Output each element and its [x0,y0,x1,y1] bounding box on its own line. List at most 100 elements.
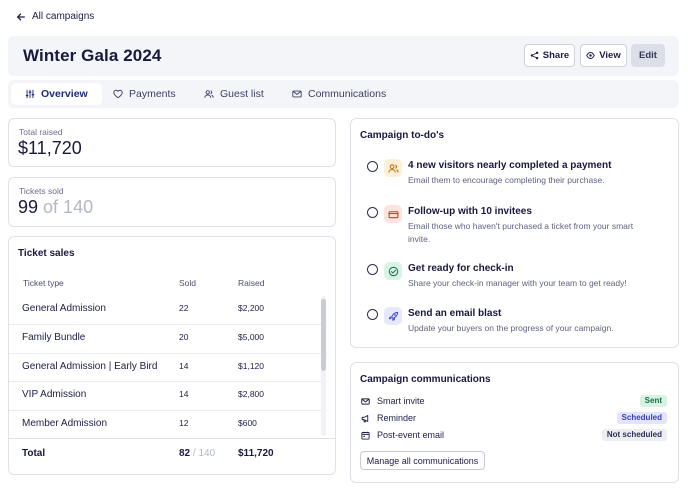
sold-cell: 22 [179,303,189,313]
communication-item[interactable]: Smart invite Sent [361,395,667,409]
todo-item[interactable]: Get ready for check-in Share your check-… [367,262,667,302]
tab-communications-label: Communications [308,88,387,100]
tab-overview[interactable]: Overview [11,83,102,105]
tab-payments-label: Payments [129,88,176,100]
eye-icon [586,52,596,59]
todo-description: Share your check-in manager with your te… [408,278,627,288]
ticket-type-cell: General Admission [22,303,106,314]
mail-icon [361,398,370,405]
ticket-type-cell: Family Bundle [22,332,86,343]
tab-guest-list-label: Guest list [220,88,264,100]
tab-guest-list[interactable]: Guest list [204,83,264,105]
check-circle-icon [384,262,402,280]
view-button-label: View [599,50,621,61]
todo-title: Get ready for check-in [408,263,514,274]
mail-icon [292,90,302,98]
campaign-header: Winter Gala 2024 Share View Edit [8,36,679,76]
raised-cell: $2,200 [238,303,264,313]
ticket-icon [384,205,402,223]
table-row: General Admission 22 $2,200 [9,296,327,324]
column-header-ticket-type: Ticket type [23,278,64,288]
communication-label: Reminder [377,413,417,423]
todo-title: Send an email blast [408,308,502,319]
ticket-type-cell: Member Admission [22,418,108,429]
campaign-todos-card: Campaign to-do's 4 new visitors nearly c… [350,118,679,348]
todo-item[interactable]: 4 new visitors nearly completed a paymen… [367,159,667,199]
tickets-sold-label: Tickets sold [19,186,64,196]
status-badge: Scheduled [616,412,667,424]
tab-bar: Overview Payments Guest list Communicati… [8,80,679,108]
table-scrollbar-thumb[interactable] [321,299,326,371]
edit-button[interactable]: Edit [631,44,665,67]
communication-item[interactable]: Reminder Scheduled [361,412,667,426]
column-header-sold: Sold [179,278,197,288]
raised-cell: $600 [238,418,257,428]
todo-title: Follow-up with 10 invitees [408,206,532,217]
total-raised-label: Total raised [19,127,63,137]
ticket-type-cell: General Admission | Early Bird [22,361,158,372]
table-row: General Admission | Early Bird 14 $1,120 [9,353,327,381]
tab-communications[interactable]: Communications [292,83,386,105]
ticket-type-cell: VIP Admission [22,389,87,400]
back-link-label: All campaigns [32,11,95,22]
todo-item[interactable]: Follow-up with 10 invitees Email those w… [367,205,667,253]
total-divider [9,438,336,439]
ticket-sales-rows: General Admission 22 $2,200 Family Bundl… [9,296,327,438]
users-icon [204,90,214,98]
megaphone-icon [361,415,369,423]
todo-checkbox[interactable] [367,161,378,172]
sold-cell: 14 [179,361,189,371]
table-row: Family Bundle 20 $5,000 [9,324,327,352]
todo-title: 4 new visitors nearly completed a paymen… [408,160,612,171]
ticket-sales-title: Ticket sales [18,248,75,259]
total-sold-value: 82 [179,448,191,459]
arrow-left-icon [17,12,25,21]
todo-description: Update your buyers on the progress of yo… [408,323,614,333]
raised-cell: $5,000 [238,332,264,342]
raised-cell: $2,800 [238,389,264,399]
rocket-icon [384,307,402,325]
sold-cell: 12 [179,418,189,428]
todo-checkbox[interactable] [367,207,378,218]
tickets-sold-value: 99 of 140 [18,197,93,218]
tab-payments[interactable]: Payments [113,83,176,105]
tickets-total: of 140 [43,197,94,217]
tickets-sold-card: Tickets sold 99 of 140 [8,177,336,227]
tab-overview-label: Overview [41,88,88,100]
sold-cell: 20 [179,332,189,342]
todo-description: Email them to encourage completing their… [408,175,605,185]
table-row: Member Admission 12 $600 [9,410,327,438]
raised-cell: $1,120 [238,361,264,371]
total-sold: 82 / 140 [179,448,215,459]
total-raised-value: $11,720 [18,138,82,158]
total-label: Total [22,448,46,459]
back-link[interactable]: All campaigns [16,11,94,22]
sold-cell: 14 [179,389,189,399]
campaign-todos-title: Campaign to-do's [360,130,445,141]
total-raised: $11,720 [238,448,274,459]
manage-communications-button[interactable]: Manage all communications [360,451,485,470]
todo-item[interactable]: Send an email blast Update your buyers o… [367,307,667,347]
status-badge: Sent [639,395,667,407]
edit-button-label: Edit [639,50,657,61]
heart-icon [113,89,123,99]
ticket-sales-card: Ticket sales Ticket type Sold Raised Gen… [8,236,336,475]
communication-label: Smart invite [377,396,425,406]
todo-checkbox[interactable] [367,264,378,275]
share-button[interactable]: Share [524,44,575,67]
view-button[interactable]: View [580,44,627,67]
todo-checkbox[interactable] [367,309,378,320]
tickets-sold-count: 99 [18,197,39,217]
todo-description: Email those who haven't purchased a tick… [408,221,634,244]
total-raised-card: Total raised $11,720 [8,118,336,167]
page-title: Winter Gala 2024 [23,46,162,65]
table-row: VIP Admission 14 $2,800 [9,381,327,409]
column-header-raised: Raised [238,278,265,288]
status-badge: Not scheduled [601,429,667,441]
users-icon [384,159,402,177]
sliders-icon [25,89,35,99]
share-button-label: Share [542,50,570,61]
communication-item[interactable]: Post-event email Not scheduled [361,429,667,443]
campaign-communications-title: Campaign communications [360,374,491,385]
total-capacity: / 140 [192,448,216,459]
